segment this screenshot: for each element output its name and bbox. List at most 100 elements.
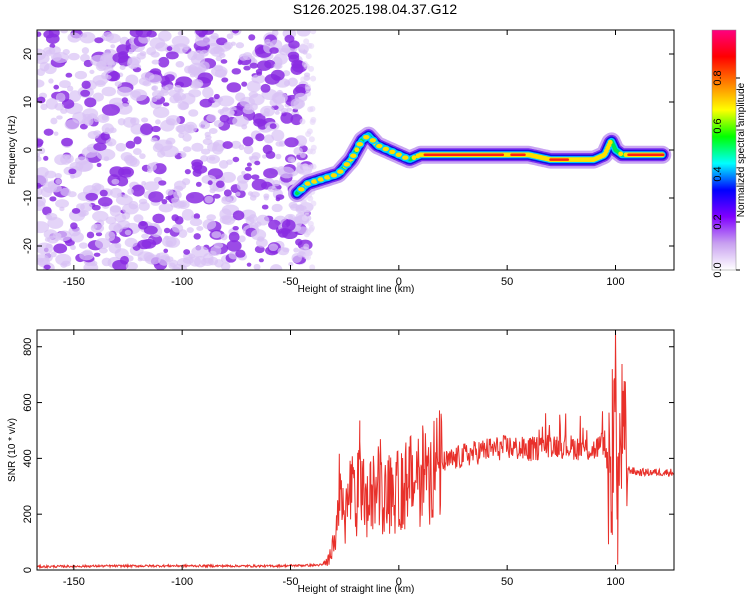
snr-plot-area [37, 330, 674, 570]
noise-blob [90, 54, 107, 67]
colorbar-frame [711, 29, 737, 271]
noise-blob [226, 159, 233, 165]
noise-blob [272, 179, 281, 187]
noise-blob [287, 77, 298, 87]
noise-blob [81, 80, 91, 90]
noise-blob [131, 90, 141, 98]
noise-blob [243, 173, 252, 181]
noise-blob [287, 51, 300, 60]
noise-blob [264, 59, 276, 69]
noise-blob [251, 152, 261, 160]
noise-blob [123, 116, 136, 128]
noise-blob [54, 173, 62, 179]
noise-blob [214, 68, 227, 78]
spectrogram-y-label: Frequency (Hz) [7, 116, 18, 185]
noise-blob [94, 37, 104, 44]
noise-blob [155, 119, 161, 125]
noise-blob [171, 223, 184, 233]
noise-blob [79, 250, 94, 261]
noise-blob [107, 141, 113, 146]
noise-blob [308, 164, 315, 171]
noise-blob [288, 215, 294, 220]
noise-blob [244, 166, 252, 172]
colorbar-label: Normalized spectral amplitude [736, 82, 747, 217]
noise-blob [198, 32, 206, 38]
noise-blob [87, 130, 100, 140]
noise-blob [220, 171, 236, 183]
noise-blob [64, 154, 74, 164]
noise-blob [139, 153, 146, 160]
noise-blob [152, 143, 164, 153]
noise-blob [163, 227, 171, 234]
noise-blob [223, 189, 232, 197]
x-tick-label: 50 [501, 276, 513, 288]
noise-blob [235, 42, 245, 49]
noise-blob [173, 185, 184, 192]
noise-blob [260, 83, 271, 93]
noise-blob [91, 182, 102, 191]
noise-blob [37, 186, 43, 196]
noise-blob [155, 42, 169, 52]
noise-blob [242, 106, 255, 115]
noise-blob [98, 247, 108, 254]
noise-blob [193, 233, 201, 240]
spectrogram-x-label: Height of straight line (km) [298, 284, 415, 295]
noise-blob [261, 204, 269, 210]
noise-blob [214, 259, 224, 268]
noise-blob [310, 30, 317, 35]
noise-blob [226, 240, 242, 252]
noise-blob [161, 198, 168, 205]
noise-blob [243, 65, 251, 71]
snr-y-ticks: 0 200 400 600 800 [22, 338, 674, 573]
noise-blob [182, 146, 192, 153]
x-tick-label: -50 [283, 276, 299, 288]
noise-blob [235, 191, 241, 197]
noise-blob [263, 193, 270, 199]
colorbar-tick-label: 0.2 [712, 214, 724, 229]
noise-blob [53, 243, 68, 254]
noise-blob [273, 53, 288, 65]
noise-blob [241, 170, 246, 175]
noise-blob [277, 228, 289, 238]
noise-blob [143, 225, 158, 235]
noise-blob [55, 199, 70, 209]
y-tick-label: 0 [22, 567, 34, 573]
noise-blob [290, 158, 296, 163]
noise-blob [105, 216, 117, 225]
ridge-blob [296, 185, 307, 194]
noise-blob [210, 245, 222, 256]
noise-blob [158, 56, 170, 68]
noise-blob [206, 154, 221, 164]
noise-blob [263, 168, 278, 179]
noise-blob [104, 74, 112, 80]
noise-blob [109, 205, 122, 217]
noise-blob [184, 65, 193, 74]
noise-blob [192, 79, 204, 88]
snr-y-label: SNR (10 * v/v) [7, 418, 18, 482]
x-tick-label: 100 [606, 576, 624, 588]
noise-blob [43, 30, 54, 39]
noise-blob [306, 249, 313, 256]
noise-blob [177, 100, 189, 111]
y-tick-label: 200 [22, 505, 34, 523]
noise-blob [37, 174, 49, 186]
noise-blob [309, 264, 316, 270]
noise-blob [232, 210, 245, 221]
noise-blob [173, 190, 182, 199]
noise-blob [151, 96, 158, 103]
noise-blob [306, 128, 313, 135]
noise-blob [162, 102, 170, 107]
noise-blob [211, 231, 222, 239]
noise-blob [232, 156, 240, 163]
noise-blob [152, 106, 170, 118]
colorbar-gradient [712, 30, 736, 270]
noise-blob [222, 141, 233, 149]
noise-blob [299, 118, 306, 125]
noise-blob [111, 178, 120, 185]
noise-blob [293, 247, 300, 253]
noise-blob [202, 86, 214, 99]
noise-blob [273, 62, 283, 70]
noise-blob [219, 215, 232, 225]
noise-blob [199, 49, 209, 57]
